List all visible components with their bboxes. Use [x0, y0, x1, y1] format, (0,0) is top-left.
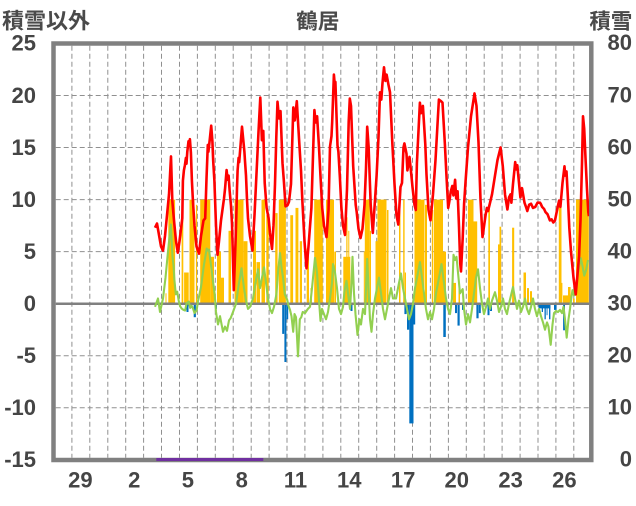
svg-text:20: 20	[12, 83, 36, 108]
svg-text:10: 10	[608, 395, 632, 420]
svg-text:60: 60	[608, 134, 632, 159]
svg-text:29: 29	[68, 468, 92, 493]
svg-text:15: 15	[12, 135, 36, 160]
svg-text:40: 40	[608, 238, 632, 263]
svg-text:2: 2	[128, 468, 140, 493]
svg-text:0: 0	[24, 291, 36, 316]
svg-text:23: 23	[498, 468, 522, 493]
svg-text:14: 14	[337, 468, 362, 493]
svg-text:20: 20	[608, 343, 632, 368]
svg-text:80: 80	[608, 30, 632, 55]
svg-text:-5: -5	[16, 343, 36, 368]
svg-text:50: 50	[608, 186, 632, 211]
svg-text:-10: -10	[4, 395, 36, 420]
svg-text:30: 30	[608, 291, 632, 316]
svg-text:-15: -15	[4, 447, 36, 472]
svg-text:11: 11	[284, 468, 307, 493]
svg-text:10: 10	[12, 187, 36, 212]
svg-text:8: 8	[236, 468, 248, 493]
svg-text:17: 17	[391, 468, 415, 493]
svg-text:0: 0	[620, 447, 632, 472]
svg-text:26: 26	[552, 468, 576, 493]
svg-text:25: 25	[12, 31, 36, 56]
svg-text:5: 5	[182, 468, 194, 493]
svg-text:70: 70	[608, 82, 632, 107]
svg-text:5: 5	[24, 239, 36, 264]
svg-text:20: 20	[445, 468, 469, 493]
